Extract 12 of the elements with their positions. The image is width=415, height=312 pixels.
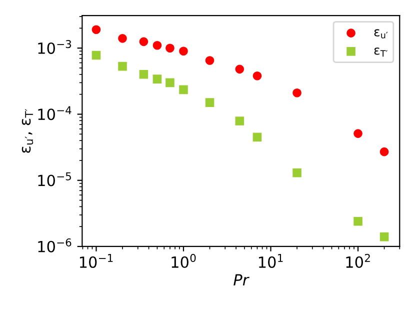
y-axis-title: ε$_{u′}$, ε$_{T′}$ [22, 108, 34, 153]
x-tick-label: 10$^{0}$ [172, 254, 196, 268]
legend-label: ε$_{u′}$ [374, 29, 388, 38]
y-tick-label: 10$^{−4}$ [38, 106, 72, 120]
y-tick-label: 10$^{−6}$ [38, 238, 72, 252]
legend-label: ε$_{T′}$ [374, 48, 388, 57]
x-tick-label: 10$^{1}$ [258, 254, 283, 268]
x-tick-label: 10$^{2}$ [346, 254, 370, 268]
y-tick-label: 10$^{−5}$ [38, 172, 71, 186]
x-axis-title: Pr [234, 274, 250, 286]
y-tick-label: 10$^{−3}$ [38, 40, 72, 54]
x-tick-label: 10$^{−1}$ [80, 254, 113, 268]
